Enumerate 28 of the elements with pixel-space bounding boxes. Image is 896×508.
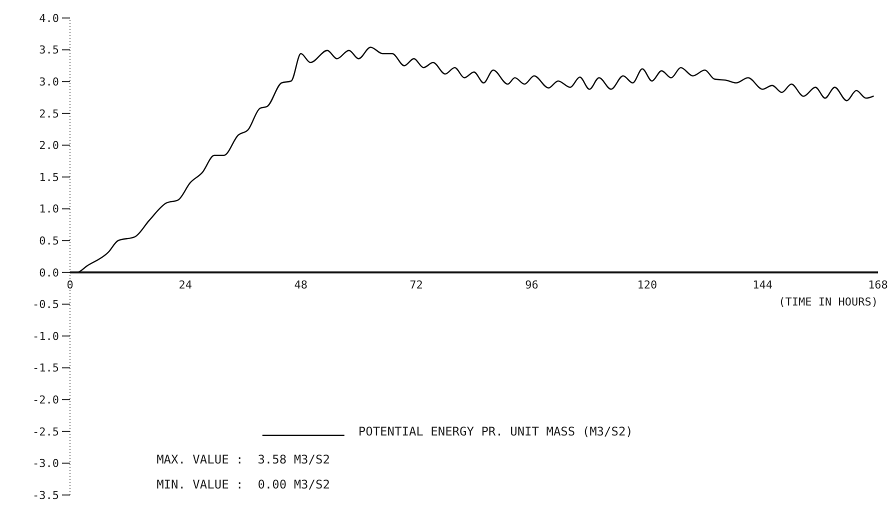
annotation: MIN. VALUE : 0.00 M3/S2 bbox=[156, 478, 330, 492]
x-tick-label: 144 bbox=[752, 278, 773, 292]
x-tick-label: 0 bbox=[66, 278, 74, 292]
y-tick-label: -3.0 bbox=[32, 457, 59, 470]
y-tick-label: -1.5 bbox=[32, 362, 59, 375]
y-tick-label: 2.0 bbox=[39, 139, 59, 152]
x-tick-label: 96 bbox=[525, 278, 538, 292]
x-tick-label: 24 bbox=[178, 278, 192, 292]
y-tick-label: -3.5 bbox=[32, 488, 59, 502]
x-tick-label: 48 bbox=[294, 278, 308, 292]
y-tick-label: 2.5 bbox=[39, 107, 59, 120]
y-tick-label: 0.5 bbox=[39, 234, 59, 248]
x-axis-title: (TIME IN HOURS) bbox=[778, 295, 878, 308]
y-tick-label: 3.0 bbox=[39, 75, 59, 88]
y-tick-label: -2.0 bbox=[32, 393, 59, 406]
y-tick-label: -0.5 bbox=[32, 298, 59, 312]
x-tick-label: 72 bbox=[410, 278, 423, 292]
y-tick-label: -1.0 bbox=[32, 330, 59, 343]
x-tick-label: 168 bbox=[868, 278, 888, 292]
text: POTENTIAL ENERGY PR. UNIT MASS (M3/S2) bbox=[358, 424, 633, 439]
y-tick-label: 3.5 bbox=[39, 44, 59, 57]
y-tick-label: 1.5 bbox=[39, 170, 59, 184]
y-tick-label: 0.0 bbox=[39, 266, 59, 280]
annotation: MAX. VALUE : 3.58 M3/S2 bbox=[156, 452, 330, 467]
x-tick-label: 120 bbox=[637, 278, 658, 292]
y-tick-label: -2.5 bbox=[32, 425, 59, 438]
y-tick-label: 1.0 bbox=[39, 202, 59, 216]
y-tick-label: 4.0 bbox=[39, 12, 59, 25]
